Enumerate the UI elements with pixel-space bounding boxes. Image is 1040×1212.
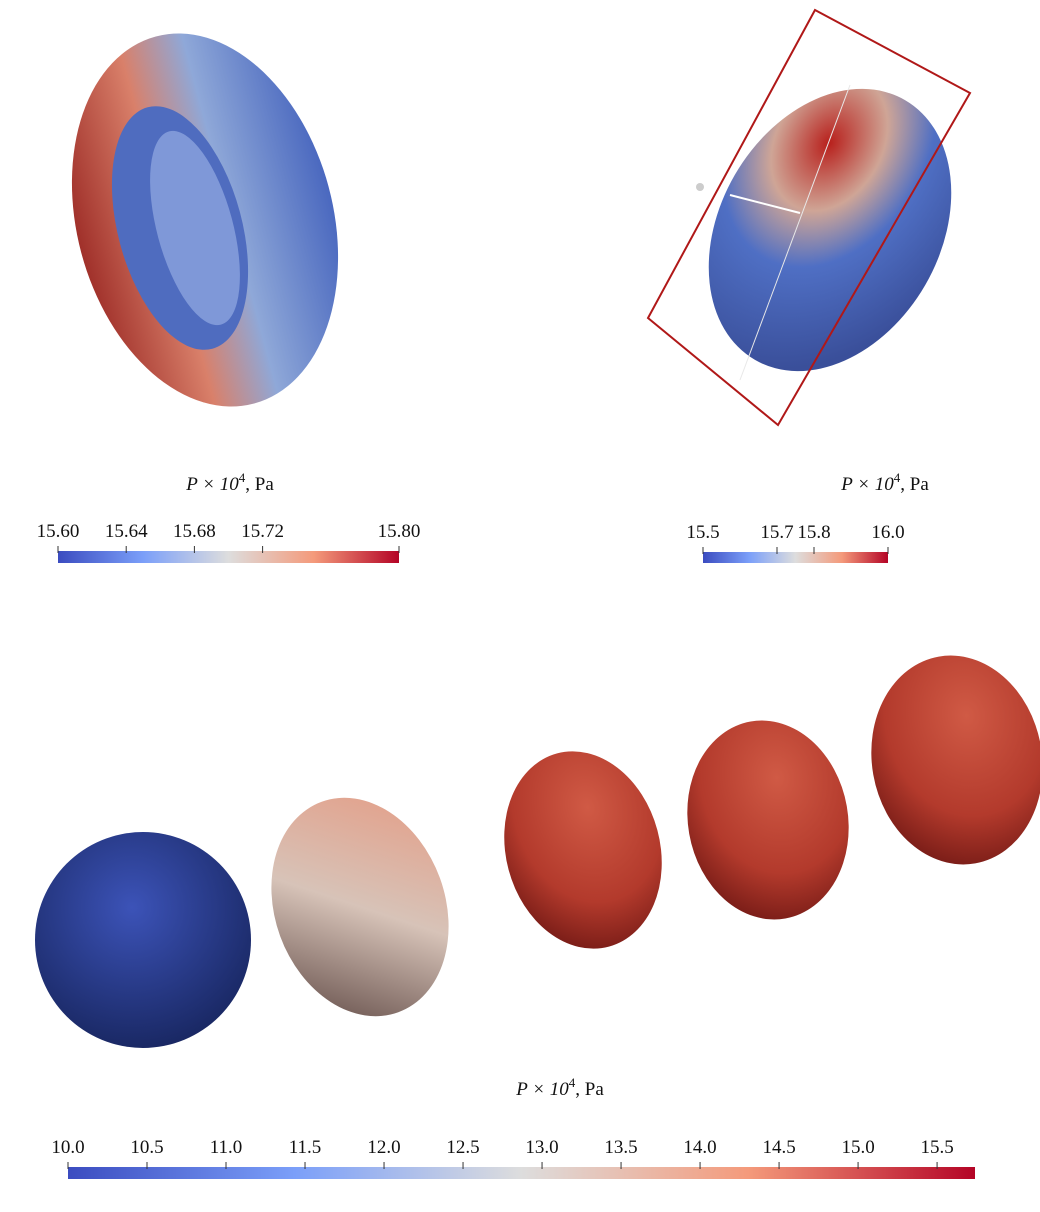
- colorbar-tick-label: 12.0: [367, 1137, 400, 1158]
- colorbar-tick-label: 15.64: [105, 521, 148, 542]
- colorbar-tick-label: 13.5: [604, 1137, 637, 1158]
- colorbar-tick-label: 10.5: [130, 1137, 163, 1158]
- colorbar-tick-label: 15.8: [797, 522, 830, 543]
- colorbar-tick-label: 15.5: [920, 1137, 953, 1158]
- colorbar-tick-label: 15.0: [841, 1137, 874, 1158]
- title-base: P × 10: [515, 1079, 569, 1100]
- shape-sequence: [35, 642, 1040, 1048]
- colorbar-gradient: [58, 551, 399, 563]
- colorbar-title: P × 104, Pa: [840, 470, 929, 495]
- colorbar-tick-label: 13.0: [525, 1137, 558, 1158]
- colorbar-tick-label: 15.7: [760, 522, 793, 543]
- colorbar-tick-label: 15.72: [241, 521, 284, 542]
- colorbar-tick-label: 10.0: [51, 1137, 84, 1158]
- colorbar-tick-label: 15.5: [686, 522, 719, 543]
- colorbar-gradient: [68, 1167, 975, 1179]
- figure: P × 104, Pa15.6015.6415.6815.7215.80P × …: [0, 0, 1040, 1207]
- cut-render: [648, 10, 1000, 425]
- colorbar-tick-label: 12.5: [446, 1137, 479, 1158]
- colorbar-tick-label: 11.0: [210, 1137, 243, 1158]
- colorbar-tick-label: 14.0: [683, 1137, 716, 1158]
- colorbar-tick-label: 14.5: [762, 1137, 795, 1158]
- colorbar-title: P × 104, Pa: [185, 470, 274, 495]
- title-base: P × 10: [840, 474, 894, 495]
- colorbar-gradient: [703, 552, 888, 563]
- colorbar: P × 104, Pa 15.60 15.64 15.68 15.72 15.80: [37, 470, 421, 563]
- colorbar-tick-label: 15.60: [37, 521, 80, 542]
- title-suffix: , Pa: [900, 474, 929, 495]
- title-suffix: , Pa: [575, 1079, 604, 1100]
- colorbar-tick-label: 11.5: [289, 1137, 322, 1158]
- colorbar-tick-label: 16.0: [871, 522, 904, 543]
- colorbar-tick-label: 15.68: [173, 521, 216, 542]
- title-base: P × 10: [185, 474, 239, 495]
- colorbar-tick-label: 15.80: [378, 521, 421, 542]
- colorbar-title: P × 104, Pa: [515, 1075, 604, 1100]
- colorbar: P × 104, Pa 10.0 10.5 11.0 11.5 12.0 12.5 13.0 1…: [51, 1075, 975, 1179]
- torus-render: [32, 3, 378, 436]
- title-suffix: , Pa: [245, 474, 274, 495]
